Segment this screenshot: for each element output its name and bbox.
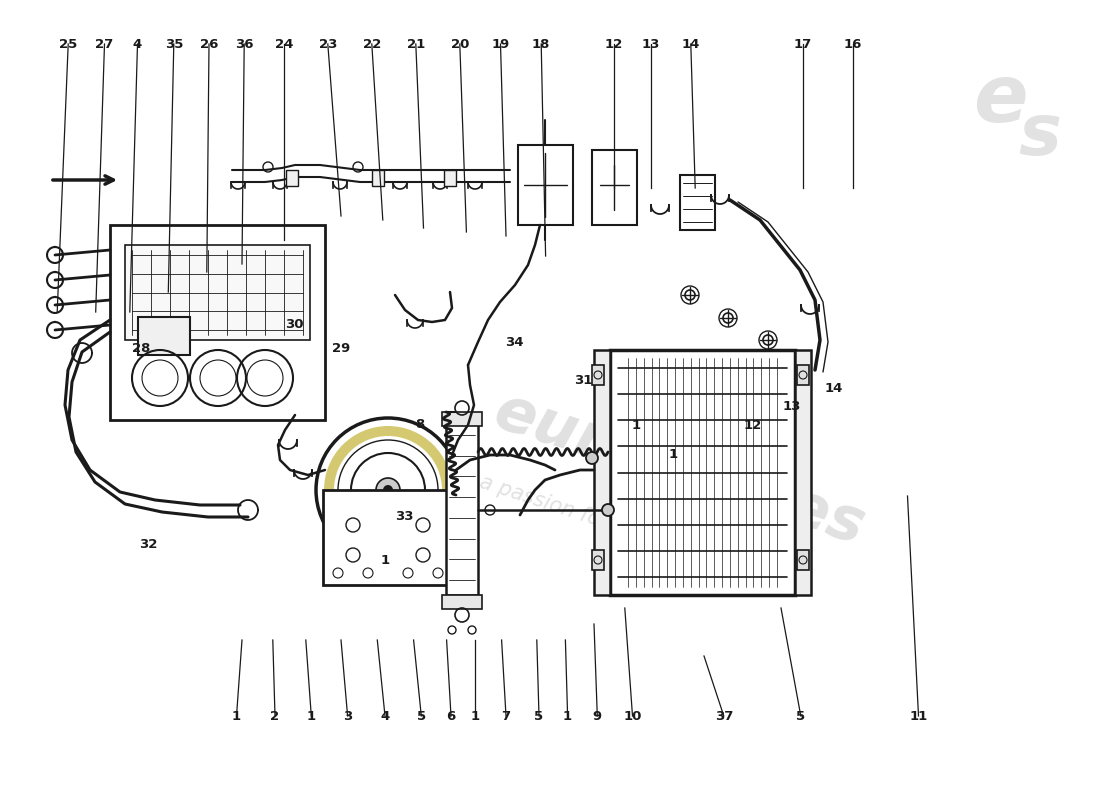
Text: 18: 18 <box>532 38 550 50</box>
Text: 17: 17 <box>794 38 812 50</box>
Text: e: e <box>972 61 1027 139</box>
Text: 9: 9 <box>593 710 602 722</box>
Text: 27: 27 <box>96 38 113 50</box>
Text: 34: 34 <box>506 336 524 349</box>
Text: 14: 14 <box>825 382 843 394</box>
Text: 13: 13 <box>642 38 660 50</box>
Circle shape <box>376 478 400 502</box>
Text: 25: 25 <box>59 38 77 50</box>
Text: 1: 1 <box>631 419 640 432</box>
Text: 3: 3 <box>343 710 352 722</box>
Text: 1: 1 <box>563 710 572 722</box>
Text: 36: 36 <box>235 38 253 50</box>
Bar <box>680 175 715 230</box>
Circle shape <box>586 452 598 464</box>
Text: 23: 23 <box>319 38 337 50</box>
Text: 31: 31 <box>574 374 592 386</box>
Circle shape <box>602 504 614 516</box>
Bar <box>444 170 456 186</box>
Text: 1: 1 <box>381 554 389 566</box>
Text: s: s <box>1019 101 1062 170</box>
Text: 2: 2 <box>271 710 279 722</box>
Bar <box>442 595 482 609</box>
Bar <box>125 245 310 340</box>
Text: 10: 10 <box>624 710 641 722</box>
Bar <box>592 150 637 225</box>
Text: 1: 1 <box>471 710 480 722</box>
Circle shape <box>324 426 452 554</box>
Bar <box>592 365 604 385</box>
Bar <box>372 170 384 186</box>
Bar <box>795 350 811 595</box>
Bar <box>798 365 808 385</box>
Text: 35: 35 <box>165 38 183 50</box>
Bar <box>610 350 795 595</box>
Text: 32: 32 <box>140 538 157 550</box>
Bar <box>323 490 453 585</box>
Bar <box>592 550 604 570</box>
Text: 1: 1 <box>307 710 316 722</box>
Bar <box>442 412 482 426</box>
Text: 1: 1 <box>232 710 241 722</box>
Text: 13: 13 <box>783 400 801 413</box>
Bar <box>798 550 808 570</box>
Text: 29: 29 <box>332 342 350 354</box>
Text: 22: 22 <box>363 38 381 50</box>
Text: 5: 5 <box>796 710 805 722</box>
Text: 14: 14 <box>682 38 700 50</box>
Text: 28: 28 <box>132 342 150 354</box>
Bar <box>594 350 610 595</box>
Bar <box>110 225 324 420</box>
Text: 33: 33 <box>396 510 414 522</box>
Text: 6: 6 <box>447 710 455 722</box>
Text: 21: 21 <box>407 38 425 50</box>
Text: a passion for parts since 1985: a passion for parts since 1985 <box>477 472 783 588</box>
Bar <box>446 420 478 595</box>
Text: 30: 30 <box>286 318 304 330</box>
Text: 7: 7 <box>502 710 510 722</box>
Text: 4: 4 <box>133 38 142 50</box>
Circle shape <box>334 436 442 544</box>
Text: 16: 16 <box>844 38 861 50</box>
Text: 11: 11 <box>910 710 927 722</box>
Text: 19: 19 <box>492 38 509 50</box>
Text: 12: 12 <box>744 419 761 432</box>
Text: 4: 4 <box>381 710 389 722</box>
Text: 20: 20 <box>451 38 469 50</box>
Text: 1: 1 <box>669 448 678 461</box>
Text: 8: 8 <box>416 418 425 430</box>
Bar <box>138 317 190 355</box>
Text: 26: 26 <box>200 38 218 50</box>
Text: 5: 5 <box>417 710 426 722</box>
Bar <box>286 170 298 186</box>
Text: 37: 37 <box>715 710 733 722</box>
Text: eurospares: eurospares <box>487 382 873 558</box>
Text: 24: 24 <box>275 38 293 50</box>
Text: 12: 12 <box>605 38 623 50</box>
Circle shape <box>383 485 393 495</box>
Text: 5: 5 <box>535 710 543 722</box>
Bar <box>518 145 573 225</box>
